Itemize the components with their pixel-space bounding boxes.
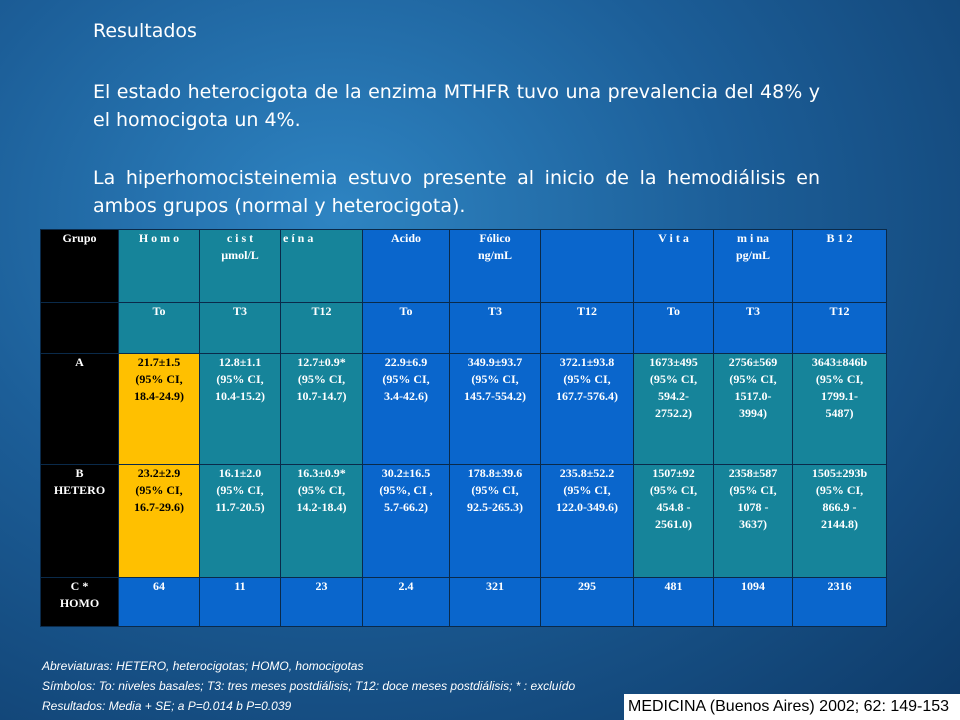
subheader-cell: T3 [199, 302, 281, 354]
note-results: Resultados: Media + SE; a P=0.014 b P=0.… [42, 699, 292, 713]
data-cell: 2358±587 (95% CI, 1078 -3637) [713, 464, 793, 578]
subheader-cell [40, 302, 119, 354]
data-cell: 2.4 [362, 577, 450, 627]
subheader-cell: To [118, 302, 200, 354]
data-cell: 235.8±52.2 (95% CI, 122.0-349.6) [540, 464, 634, 578]
data-cell: 2756±569 (95% CI, 1517.0- 3994) [713, 353, 793, 465]
subheader-cell: T12 [540, 302, 634, 354]
data-cell: 12.8±1.1 (95% CI, 10.4-15.2) [199, 353, 281, 465]
data-cell: 11 [199, 577, 281, 627]
subheader-cell: To [633, 302, 714, 354]
data-cell: 1094 [713, 577, 793, 627]
header-cell: H o m o [118, 229, 200, 303]
data-cell: 295 [540, 577, 634, 627]
data-cell: 16.3±0.9* (95% CI, 14.2-18.4) [280, 464, 363, 578]
header-cell: B 1 2 [792, 229, 887, 303]
table-header-row: Grupo H o m o c i s t µmol/L e í n a Acid… [40, 229, 887, 303]
section-heading: Resultados [93, 20, 197, 42]
header-cell: V i t a [633, 229, 714, 303]
group-cell: B HETERO [40, 464, 119, 578]
header-cell: c i s t µmol/L [199, 229, 281, 303]
data-cell: 1507±92 (95% CI, 454.8 -2561.0) [633, 464, 714, 578]
results-table: Grupo H o m o c i s t µmol/L e í n a Acid… [40, 229, 887, 627]
subheader-cell: To [362, 302, 450, 354]
group-cell: A [40, 353, 119, 465]
data-cell: 1505±293b (95% CI, 866.9 -2144.8) [792, 464, 887, 578]
paragraph-hyperhomocysteinemia: La hiperhomocisteinemia estuvo presente … [93, 167, 820, 217]
header-cell: Grupo [40, 229, 119, 303]
header-cell [540, 229, 634, 303]
subheader-cell: T3 [713, 302, 793, 354]
data-cell: 16.1±2.0 (95% CI, 11.7-20.5) [199, 464, 281, 578]
note-abbreviations: Abreviaturas: HETERO, heterocigotas; HOM… [42, 659, 364, 673]
data-cell: 178.8±39.6 (95% CI, 92.5-265.3) [449, 464, 541, 578]
citation-box: MEDICINA (Buenos Aires) 2002; 62: 149-15… [624, 694, 960, 720]
group-cell: C * HOMO [40, 577, 119, 627]
footnotes: Abreviaturas: HETERO, heterocigotas; HOM… [42, 656, 575, 716]
data-cell: 30.2±16.5 (95%, CI , 5.7-66.2) [362, 464, 450, 578]
data-cell: 2316 [792, 577, 887, 627]
data-cell: 22.9±6.9 (95% CI, 3.4-42.6) [362, 353, 450, 465]
data-cell: 321 [449, 577, 541, 627]
data-cell: 23 [280, 577, 363, 627]
data-cell: 1673±495 (95% CI, 594.2- 2752.2) [633, 353, 714, 465]
data-cell: 23.2±2.9 (95% CI, 16.7-29.6) [118, 464, 200, 578]
data-cell: 481 [633, 577, 714, 627]
subheader-cell: T12 [792, 302, 887, 354]
data-cell: 64 [118, 577, 200, 627]
table-row-group-a: A 21.7±1.5 (95% CI, 18.4-24.9) 12.8±1.1 (95… [40, 353, 887, 465]
table-row-group-c: C * HOMO 64 11 23 2.4 321 295 481 1094 23… [40, 577, 887, 627]
paragraph-mthfr-prevalence: El estado heterocigota de la enzima MTHF… [93, 81, 820, 131]
data-cell: 12.7±0.9* (95% CI, 10.7-14.7) [280, 353, 363, 465]
data-cell: 21.7±1.5 (95% CI, 18.4-24.9) [118, 353, 200, 465]
header-cell: e í n a [280, 229, 363, 303]
header-cell: m i na pg/mL [713, 229, 793, 303]
header-cell: Fólico ng/mL [449, 229, 541, 303]
table-row-group-b: B HETERO 23.2±2.9 (95% CI, 16.7-29.6) 16.1±… [40, 464, 887, 578]
data-cell: 349.9±93.7 (95% CI, 145.7-554.2) [449, 353, 541, 465]
data-cell: 372.1±93.8 (95% CI, 167.7-576.4) [540, 353, 634, 465]
header-cell: Acido [362, 229, 450, 303]
subheader-cell: T3 [449, 302, 541, 354]
subheader-cell: T12 [280, 302, 363, 354]
note-symbols: Símbolos: To: niveles basales; T3: tres … [42, 679, 576, 693]
table-subheader-row: To T3 T12 To T3 T12 To T3 T12 [40, 302, 887, 354]
data-cell: 3643±846b (95% CI, 1799.1- 5487) [792, 353, 887, 465]
